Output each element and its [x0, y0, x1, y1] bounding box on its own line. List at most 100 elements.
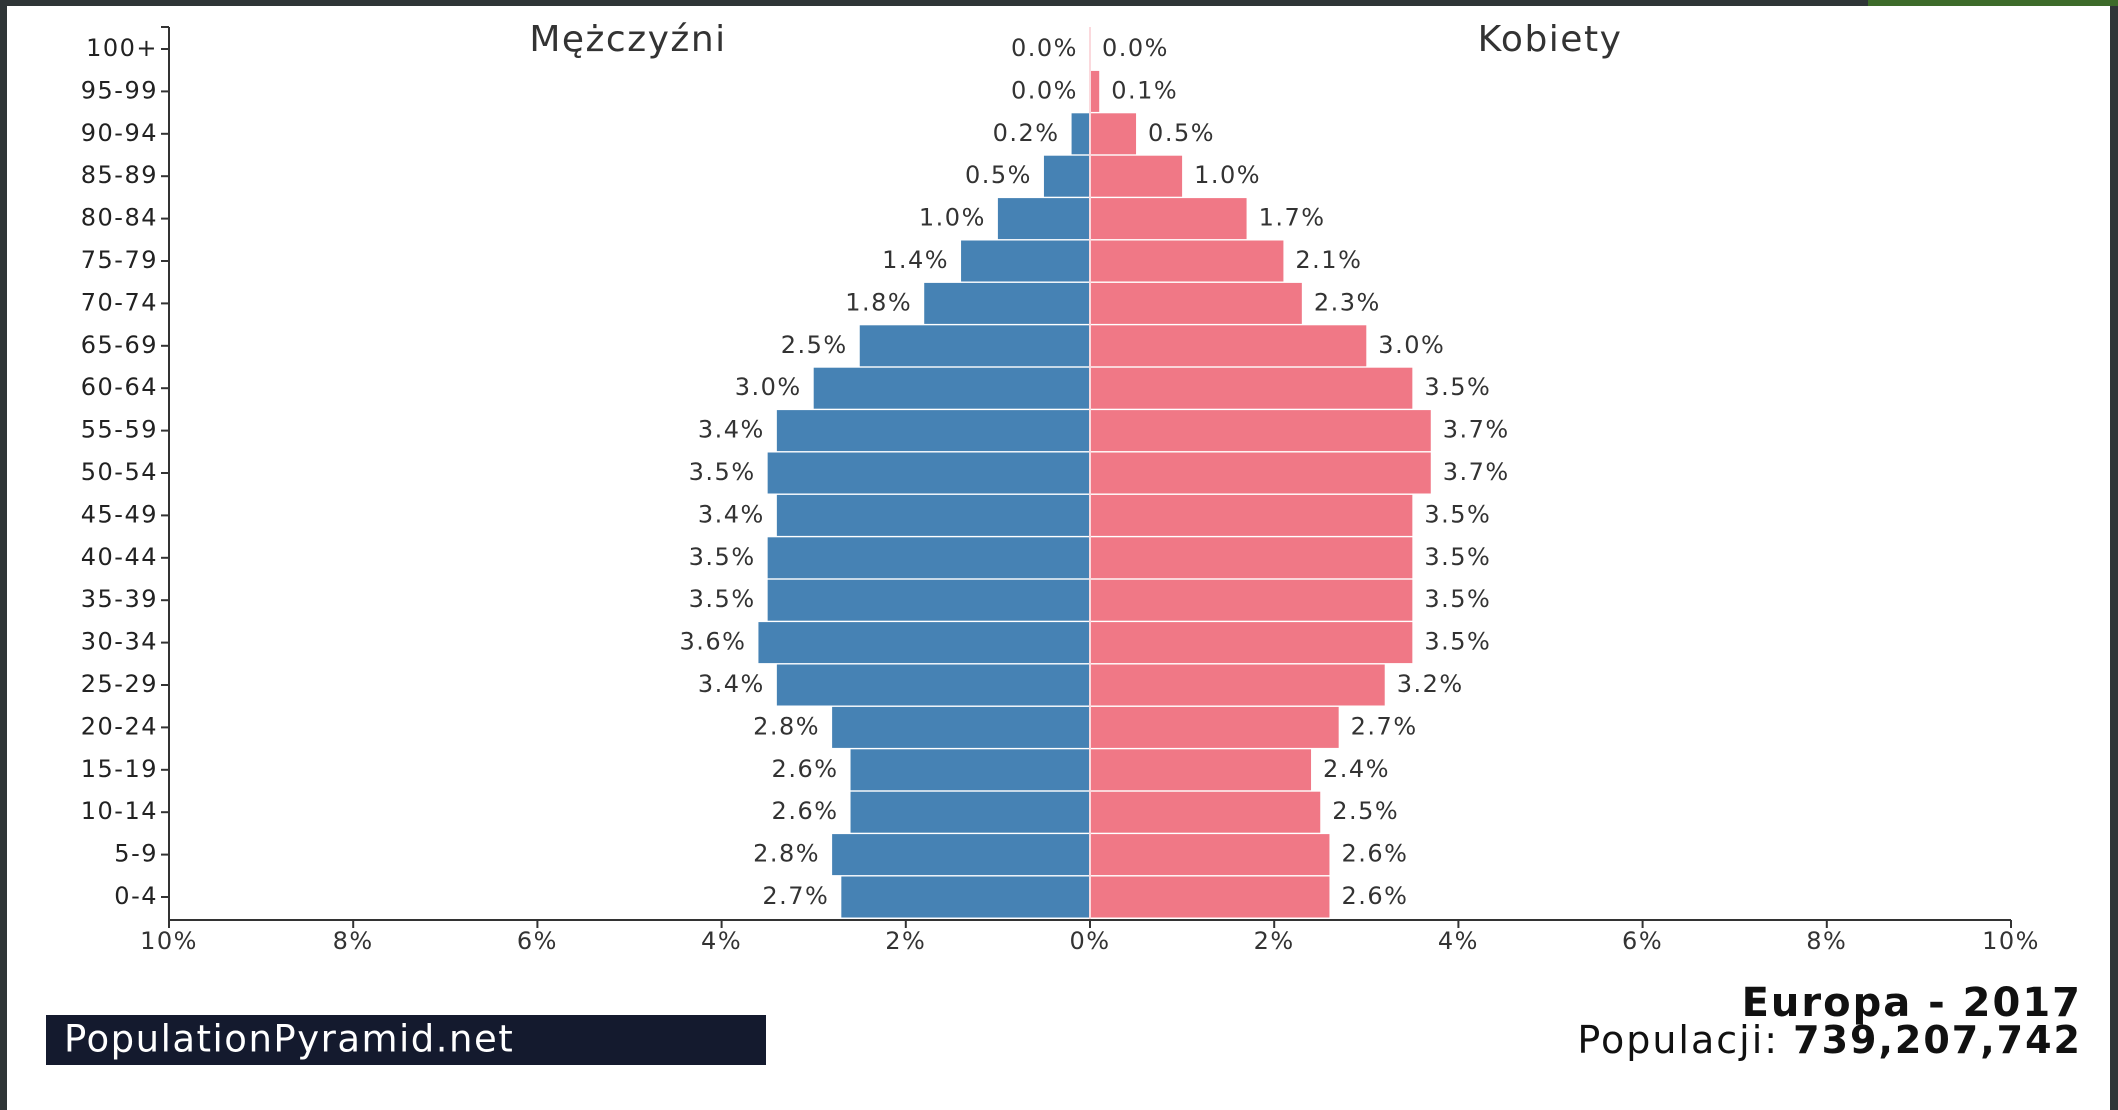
value-label: 3.4% [698, 416, 765, 444]
y-tick-label: 35-39 [81, 585, 158, 613]
value-label: 3.7% [1443, 416, 1510, 444]
value-label: 2.6% [772, 797, 839, 825]
y-tick-label: 50-54 [81, 458, 158, 486]
bar [1090, 325, 1367, 367]
logo-text: PopulationPyramid.net [64, 1018, 514, 1061]
value-label: 3.4% [698, 670, 765, 698]
bar [1090, 706, 1339, 748]
y-tick-label: 10-14 [81, 797, 158, 825]
value-label: 2.6% [1341, 840, 1408, 868]
x-tick-label: 4% [1438, 927, 1479, 955]
value-label: 2.4% [1323, 755, 1390, 783]
y-tick-label: 85-89 [81, 161, 158, 189]
y-tick-label: 60-64 [81, 373, 158, 401]
y-tick-label: 15-19 [81, 755, 158, 783]
bar [1090, 579, 1413, 621]
bar [1090, 749, 1312, 791]
center-line [1089, 27, 1091, 920]
y-tick-label: 65-69 [81, 331, 158, 359]
y-tick-label: 40-44 [81, 543, 158, 571]
bar [776, 494, 1090, 536]
y-tick-label: 100+ [86, 34, 158, 62]
bar [961, 240, 1090, 282]
bar [1071, 113, 1090, 155]
bar [767, 452, 1090, 494]
x-tick-label: 6% [1622, 927, 1663, 955]
logo-box [46, 1015, 766, 1065]
bar [1090, 282, 1302, 324]
bar [1090, 664, 1385, 706]
population: Populacji: 739,207,742 [1577, 1018, 2082, 1062]
x-tick-label: 8% [1806, 927, 1847, 955]
value-label: 0.0% [1011, 76, 1078, 104]
bar [850, 749, 1090, 791]
y-tick-label: 45-49 [81, 500, 158, 528]
y-tick-label: 5-9 [114, 840, 158, 868]
y-tick-label: 95-99 [81, 76, 158, 104]
value-label: 3.4% [698, 500, 765, 528]
bar [758, 622, 1090, 664]
value-label: 3.0% [1378, 331, 1445, 359]
value-label: 1.7% [1259, 204, 1326, 232]
x-tick-label: 10% [140, 927, 198, 955]
value-label: 2.5% [1332, 797, 1399, 825]
value-label: 3.5% [1424, 373, 1491, 401]
y-tick-label: 90-94 [81, 119, 158, 147]
bar [767, 537, 1090, 579]
value-label: 2.6% [772, 755, 839, 783]
bar [1090, 876, 1330, 918]
value-label: 3.5% [1424, 543, 1491, 571]
y-tick-label: 75-79 [81, 246, 158, 274]
value-label: 2.3% [1314, 288, 1381, 316]
bar [832, 834, 1090, 876]
bar [924, 282, 1090, 324]
bar [1090, 198, 1247, 240]
bar [1090, 622, 1413, 664]
bar [1090, 537, 1413, 579]
value-label: 1.0% [1194, 161, 1261, 189]
value-label: 3.0% [735, 373, 802, 401]
chart-title: Europa - 2017 [1742, 980, 2082, 1026]
value-label: 0.1% [1111, 76, 1178, 104]
value-label: 1.0% [919, 204, 986, 232]
bar [1090, 155, 1183, 197]
bar [1090, 410, 1431, 452]
y-tick-label: 70-74 [81, 288, 158, 316]
value-label: 2.7% [1351, 712, 1418, 740]
value-label: 3.5% [689, 585, 756, 613]
y-tick-label: 55-59 [81, 416, 158, 444]
bar [1090, 452, 1431, 494]
bar [841, 876, 1090, 918]
value-label: 2.1% [1295, 246, 1362, 274]
value-label: 0.5% [965, 161, 1032, 189]
population-label: Populacji: [1577, 1018, 1793, 1062]
bar [850, 791, 1090, 833]
y-tick-label: 0-4 [114, 882, 158, 910]
bar [1090, 791, 1321, 833]
y-tick-label: 20-24 [81, 712, 158, 740]
bar [767, 579, 1090, 621]
female-header: Kobiety [1478, 19, 1623, 60]
bar [859, 325, 1090, 367]
x-tick-label: 2% [1254, 927, 1295, 955]
x-tick-label: 6% [517, 927, 558, 955]
bar [832, 706, 1090, 748]
frame-top [0, 0, 2118, 6]
value-label: 3.7% [1443, 458, 1510, 486]
bar [997, 198, 1090, 240]
value-label: 3.2% [1397, 670, 1464, 698]
bar [1090, 70, 1100, 112]
x-tick-label: 4% [701, 927, 742, 955]
bar [1043, 155, 1090, 197]
bar [776, 664, 1090, 706]
bar [1090, 834, 1330, 876]
frame-left [0, 0, 7, 1110]
value-label: 3.5% [689, 543, 756, 571]
x-tick-label: 2% [885, 927, 926, 955]
bar [1090, 113, 1137, 155]
bar [813, 367, 1090, 409]
value-label: 3.5% [1424, 500, 1491, 528]
population-value: 739,207,742 [1793, 1018, 2082, 1062]
